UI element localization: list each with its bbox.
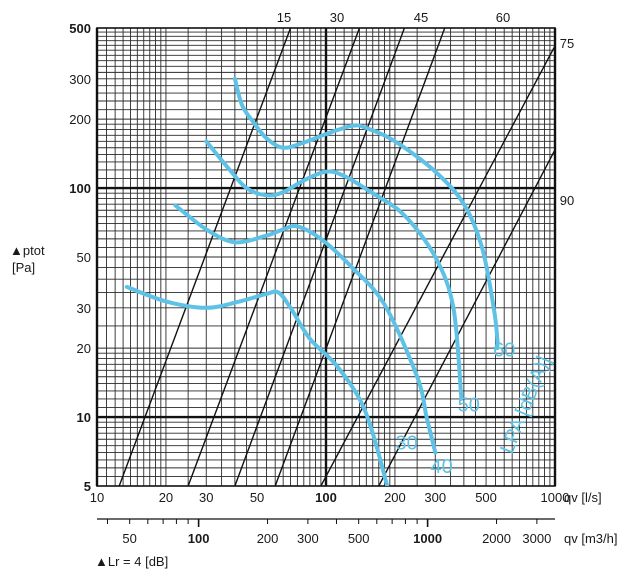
y-tick-label: 50: [77, 250, 91, 265]
noise-curves: [124, 76, 500, 486]
series-title: LPA [dB(A)]: [496, 353, 555, 457]
x-tick-label-ls: 300: [424, 490, 446, 505]
noise-curve-50: [204, 139, 464, 401]
curve-label-40: 40: [431, 456, 453, 478]
diagonal-label-60: 60: [496, 10, 510, 25]
y-tick-label: 5: [84, 479, 91, 494]
diagonal-line-30: [187, 28, 361, 486]
x-tick-label-m3h: 500: [348, 531, 370, 546]
diagonal-line-90: [378, 148, 555, 486]
noise-curve-60: [232, 76, 500, 351]
x-tick-label-ls: 30: [199, 490, 213, 505]
curve-label-30: 30: [396, 433, 418, 455]
y-axis-unit-line1: ▲ptot: [10, 243, 45, 258]
diagonal-line-45: [234, 28, 406, 486]
diagonal-label-30: 30: [330, 10, 344, 25]
x-tick-label-ls: 500: [475, 490, 497, 505]
curve-label-60: 60: [493, 339, 515, 361]
y-tick-label: 300: [69, 72, 91, 87]
diagonal-label-75: 75: [560, 36, 574, 51]
diagonal-line-15: [118, 28, 292, 486]
x-axis-unit-m3h: qv [m3/h]: [564, 531, 617, 546]
y-tick-label: 10: [77, 410, 91, 425]
x-tick-label-m3h: 200: [257, 531, 279, 546]
lr-footnote: ▲Lr = 4 [dB]: [95, 554, 168, 569]
y-tick-label: 100: [69, 181, 91, 196]
noise-curve-40: [173, 203, 438, 455]
y-axis-unit-line2: [Pa]: [12, 260, 35, 275]
reference-lines: [118, 28, 555, 486]
x-tick-label-ls: 1000: [541, 490, 570, 505]
x-tick-label-m3h: 2000: [482, 531, 511, 546]
plot-border: [96, 27, 556, 487]
x-tick-label-m3h: 50: [122, 531, 136, 546]
diagonal-label-15: 15: [277, 10, 291, 25]
diagonal-line-75: [320, 44, 555, 486]
curve-label-50: 50: [458, 394, 480, 416]
y-tick-label: 20: [77, 341, 91, 356]
y-tick-label: 30: [77, 301, 91, 316]
y-tick-label: 200: [69, 112, 91, 127]
diagonal-line-60: [274, 28, 446, 486]
x-tick-label-ls: 100: [315, 490, 337, 505]
x-tick-label-ls: 50: [250, 490, 264, 505]
x-tick-label-m3h: 3000: [522, 531, 551, 546]
y-tick-label: 500: [69, 21, 91, 36]
x-tick-label-m3h: 300: [297, 531, 319, 546]
x-tick-label-m3h: 1000: [413, 531, 442, 546]
x-tick-label-ls: 10: [90, 490, 104, 505]
noise-curve-30: [124, 284, 390, 486]
diagonal-label-90: 90: [560, 193, 574, 208]
x-tick-label-ls: 200: [384, 490, 406, 505]
x-tick-label-ls: 20: [159, 490, 173, 505]
x-tick-label-m3h: 100: [188, 531, 210, 546]
x-axis-unit-ls: qv [l/s]: [564, 490, 602, 505]
diagonal-label-45: 45: [414, 10, 428, 25]
